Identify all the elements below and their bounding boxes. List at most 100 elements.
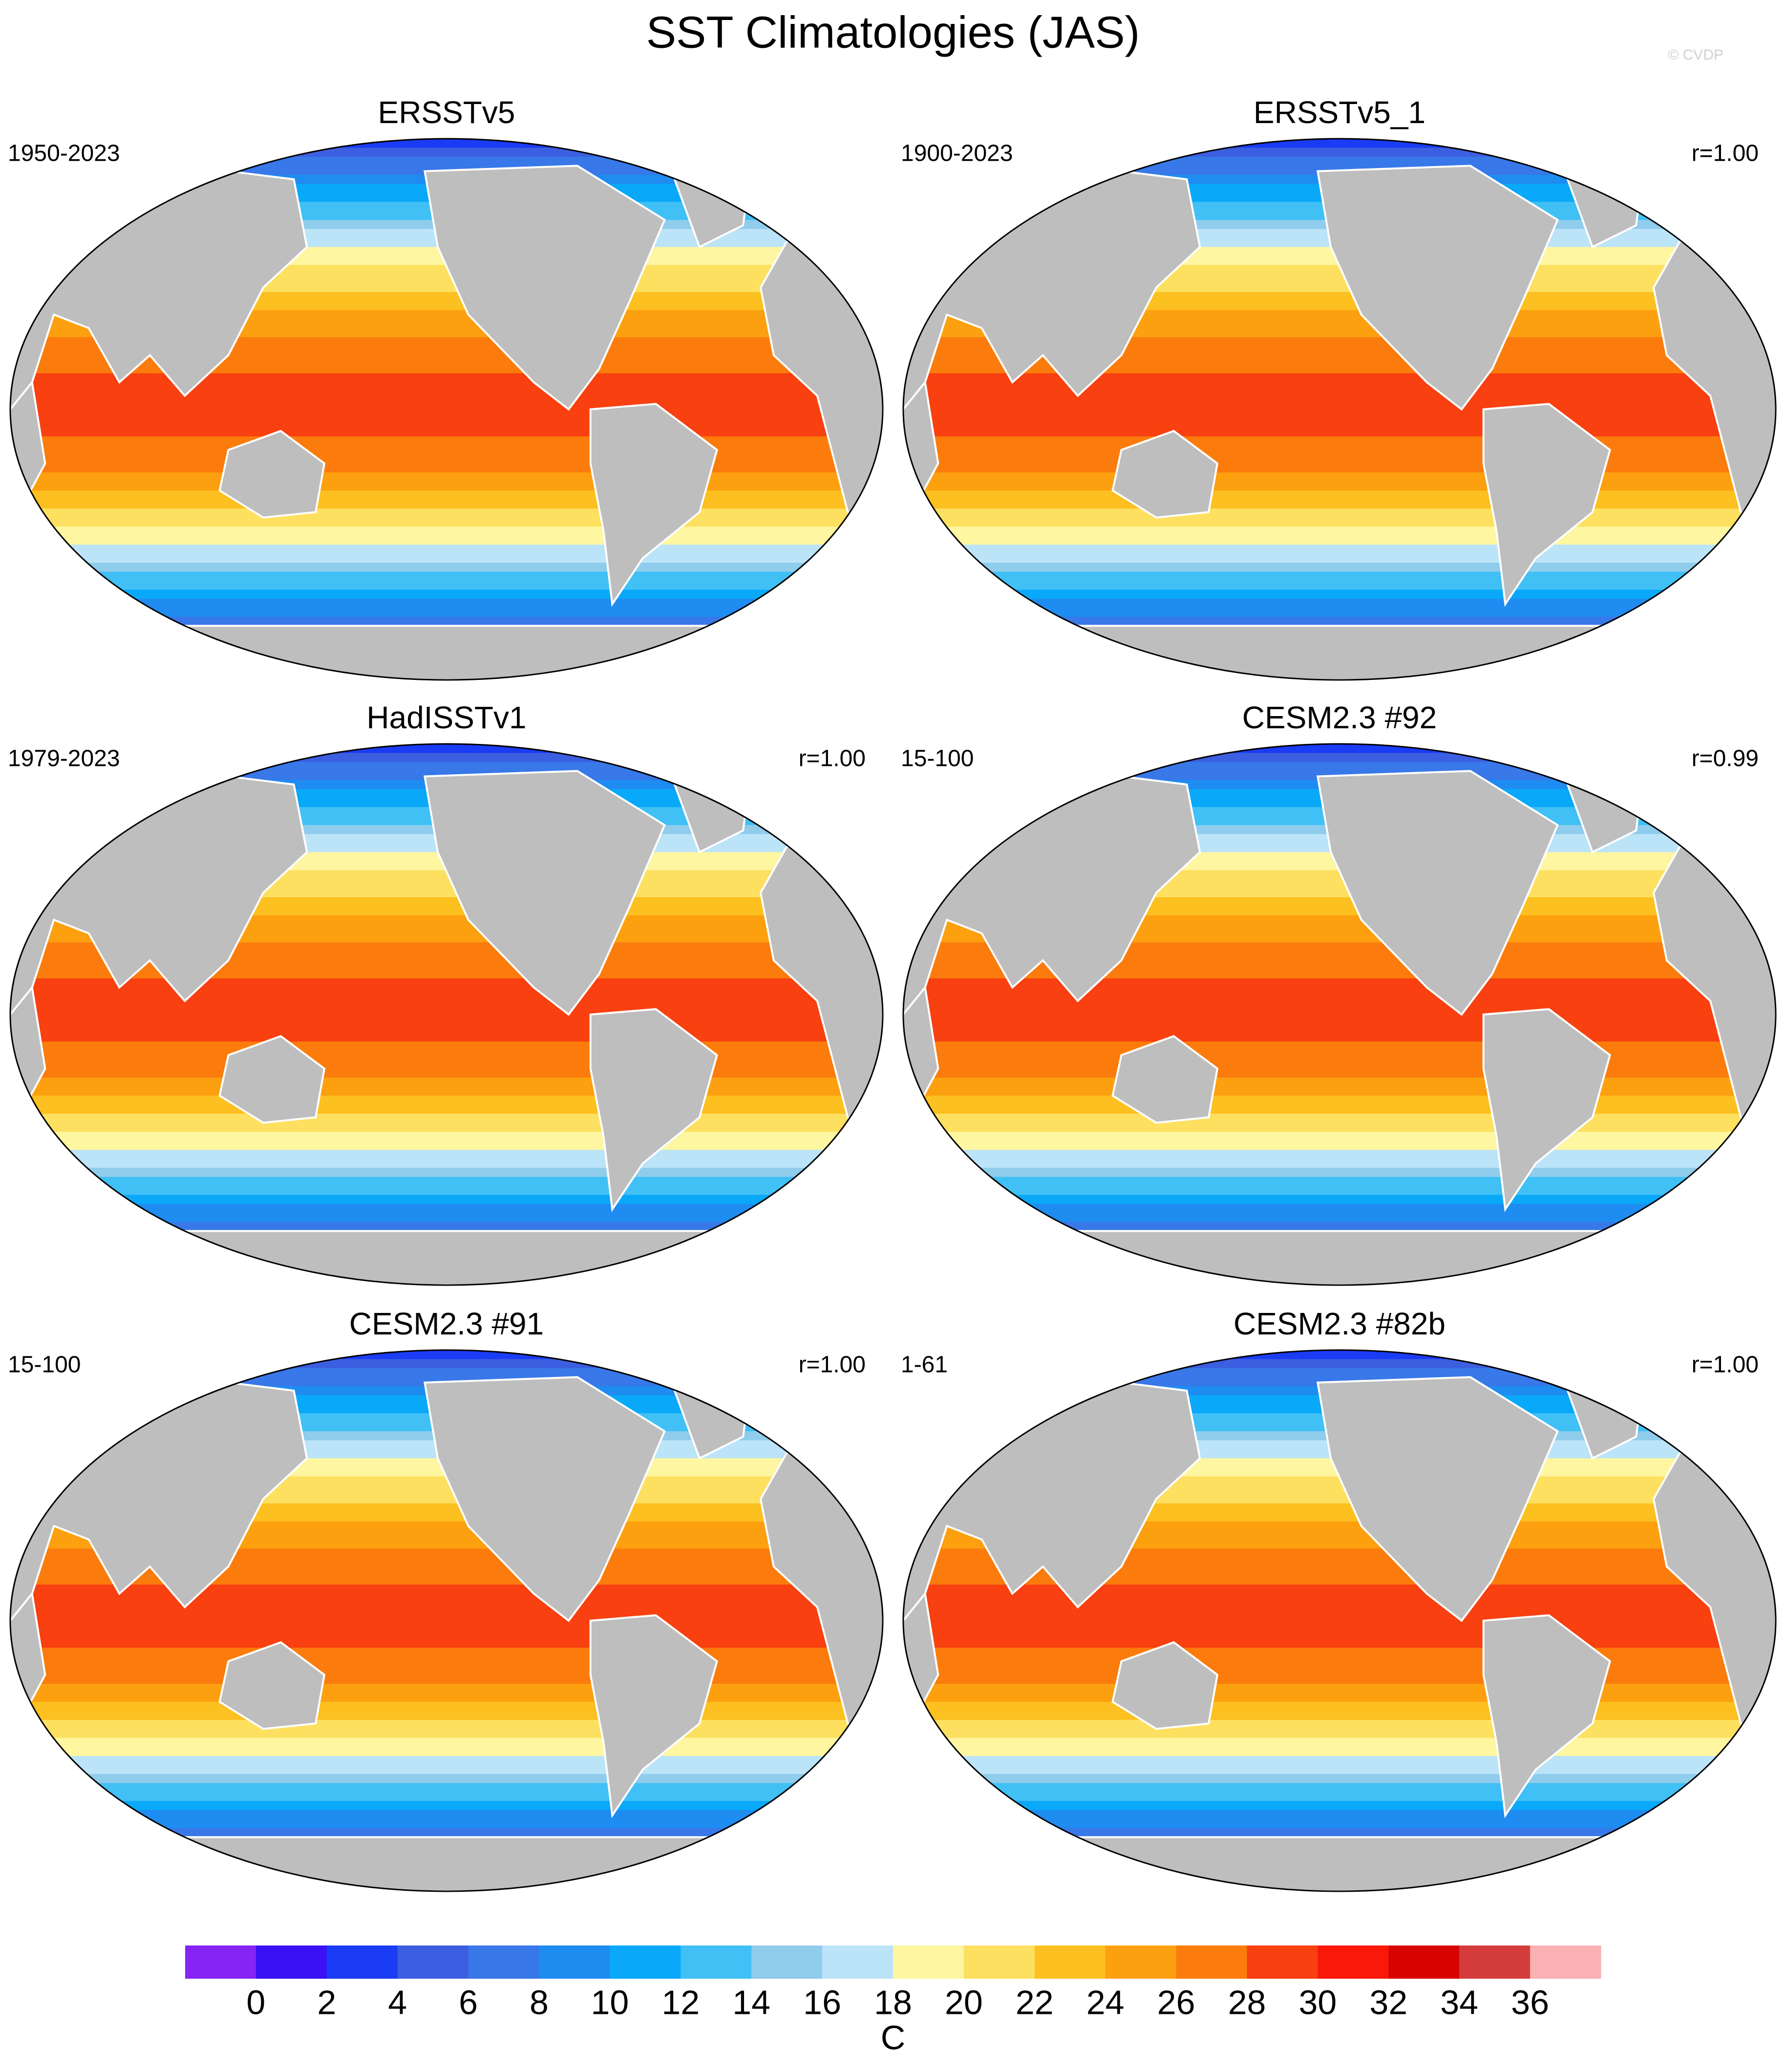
- ocean-band: [903, 1603, 1776, 1612]
- ocean-band: [10, 427, 883, 437]
- ocean-band: [903, 527, 1776, 536]
- ocean-band: [903, 1023, 1776, 1033]
- ocean-band: [903, 545, 1776, 554]
- panel-title: CESM2.3 #91: [349, 1306, 544, 1341]
- ocean-band: [903, 553, 1776, 563]
- ocean-band: [10, 1792, 883, 1802]
- ocean-band: [903, 1585, 1776, 1594]
- ocean-band: [10, 436, 883, 446]
- land: [1482, 1614, 1611, 1818]
- ocean-band: [10, 373, 883, 383]
- map-body: [10, 1350, 883, 1891]
- land: [1482, 1008, 1611, 1212]
- map-border: [9, 743, 884, 1286]
- map-border: [9, 1349, 884, 1892]
- land: [218, 1035, 326, 1124]
- ocean-band: [10, 1167, 883, 1178]
- ocean-band: [10, 1575, 883, 1586]
- ocean-band: [10, 1801, 883, 1811]
- ocean-band: [903, 960, 1776, 970]
- colorbar-tick-label: 0: [246, 1983, 265, 2021]
- ocean-band: [10, 1638, 883, 1649]
- ocean-band: [10, 1141, 883, 1150]
- ocean-band: [903, 1204, 1776, 1214]
- ocean-band: [903, 427, 1776, 437]
- ocean-band: [903, 753, 1776, 762]
- ocean-band: [10, 969, 883, 979]
- ocean-band: [10, 1359, 883, 1369]
- land: [218, 1641, 326, 1730]
- ocean-band: [10, 1213, 883, 1223]
- colorbar-tick-label: 14: [732, 1983, 770, 2021]
- colorbar-box: [610, 1945, 681, 1979]
- panel-period: 15-100: [8, 1352, 81, 1378]
- panel-correlation: r=1.00: [799, 1352, 866, 1378]
- ocean-band: [10, 148, 883, 157]
- land: [1482, 402, 1611, 607]
- ocean-band: [903, 1828, 1776, 1838]
- ocean-band: [10, 1738, 883, 1748]
- land: [903, 1836, 1776, 1891]
- ocean-band: [10, 156, 883, 167]
- colorbar-box: [1388, 1945, 1460, 1979]
- land: [1111, 1641, 1219, 1730]
- land: [903, 625, 1776, 680]
- ocean-band: [903, 1629, 1776, 1639]
- ocean-band: [903, 1738, 1776, 1748]
- colorbar-tick-label: 32: [1369, 1983, 1407, 2021]
- ocean-band: [10, 454, 883, 464]
- ocean-band: [10, 355, 883, 365]
- ocean-band: [10, 1702, 883, 1712]
- ocean-band: [903, 148, 1776, 157]
- map-panel: ERSSTv5_1 1900-2023 r=1.00: [901, 95, 1777, 681]
- colorbar-box: [1247, 1945, 1318, 1979]
- map-panel: ERSSTv5 1950-2023: [8, 95, 884, 681]
- ocean-band: [903, 996, 1776, 1006]
- ocean-band: [903, 1068, 1776, 1078]
- ocean-band: [10, 445, 883, 455]
- land: [1316, 165, 1559, 411]
- ocean-band: [903, 490, 1776, 500]
- ocean-band: [903, 1213, 1776, 1223]
- map-body: [10, 744, 883, 1285]
- ocean-band: [10, 418, 883, 428]
- colorbar-box: [397, 1945, 469, 1979]
- ocean-band: [903, 598, 1776, 609]
- ocean-band: [10, 1177, 883, 1186]
- land: [424, 165, 666, 411]
- land: [589, 1008, 718, 1212]
- ocean-band: [903, 418, 1776, 428]
- colorbar-box: [1459, 1945, 1531, 1979]
- panel-correlation: r=1.00: [799, 746, 866, 772]
- ocean-band: [10, 481, 883, 491]
- ocean-band: [903, 1765, 1776, 1775]
- ocean-band: [903, 481, 1776, 491]
- colorbar-box: [893, 1945, 964, 1979]
- ocean-band: [10, 1041, 883, 1051]
- ocean-band: [10, 1765, 883, 1775]
- map-body: [903, 744, 1776, 1285]
- ocean-band: [10, 1195, 883, 1205]
- colorbar-box: [539, 1945, 610, 1979]
- ocean-band: [903, 1611, 1776, 1621]
- ocean-band: [903, 1621, 1776, 1630]
- colorbar-box: [822, 1945, 893, 1979]
- ocean-band: [903, 1810, 1776, 1820]
- ocean-band: [903, 391, 1776, 401]
- ocean-band: [903, 987, 1776, 997]
- ocean-band: [903, 1666, 1776, 1675]
- ocean-band: [903, 1368, 1776, 1378]
- ocean-band: [903, 1059, 1776, 1069]
- ocean-band: [10, 1368, 883, 1378]
- ocean-band: [903, 616, 1776, 627]
- panel-correlation: r=1.00: [1692, 141, 1759, 167]
- ocean-band: [10, 1204, 883, 1214]
- ocean-band: [903, 761, 1776, 772]
- land: [424, 770, 666, 1016]
- ocean-band: [10, 1747, 883, 1756]
- ocean-band: [903, 1756, 1776, 1766]
- ocean-band: [10, 1711, 883, 1721]
- ocean-band: [903, 1638, 1776, 1649]
- ocean-band: [903, 969, 1776, 979]
